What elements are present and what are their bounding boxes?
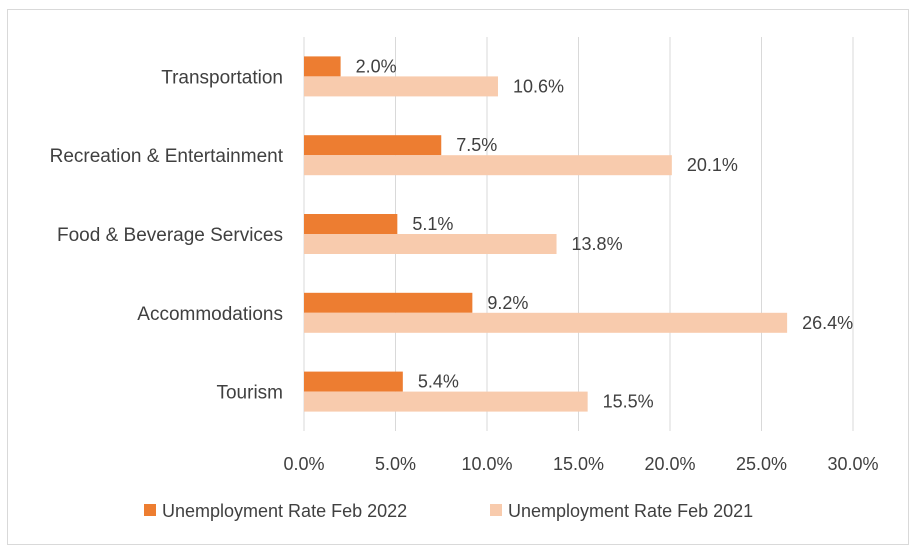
legend-label: Unemployment Rate Feb 2021	[508, 501, 753, 521]
x-tick-label: 0.0%	[283, 454, 324, 474]
legend-swatch	[144, 504, 156, 516]
bar-feb-2021	[304, 76, 498, 97]
data-label: 20.1%	[687, 155, 738, 175]
data-label: 15.5%	[603, 392, 654, 412]
data-label: 7.5%	[456, 135, 497, 155]
x-tick-label: 25.0%	[736, 454, 787, 474]
x-tick-label: 10.0%	[461, 454, 512, 474]
category-label: Transportation	[161, 67, 283, 88]
data-label: 10.6%	[513, 76, 564, 96]
chart-frame	[7, 9, 909, 545]
bar-feb-2022	[304, 135, 442, 156]
x-tick-label: 5.0%	[375, 454, 416, 474]
bar-feb-2022	[304, 56, 341, 77]
x-tick-label: 20.0%	[644, 454, 695, 474]
bars	[304, 56, 788, 412]
bar-feb-2021	[304, 234, 557, 254]
x-tick-label: 30.0%	[827, 454, 878, 474]
category-label: Accommodations	[137, 304, 283, 325]
data-label: 9.2%	[487, 293, 528, 313]
legend: Unemployment Rate Feb 2022 Unemployment R…	[144, 501, 753, 521]
bar-feb-2022	[304, 292, 473, 313]
data-label: 13.8%	[572, 234, 623, 254]
legend-swatch	[490, 504, 502, 516]
category-label: Recreation & Entertainment	[50, 146, 284, 167]
gridlines	[303, 37, 854, 431]
bar-feb-2021	[304, 312, 788, 333]
data-label: 5.4%	[418, 372, 459, 392]
category-labels: Tourism Accommodations Food & Beverage Ser…	[50, 67, 284, 403]
data-label: 5.1%	[412, 214, 453, 234]
data-labels: 5.4% 15.5% 9.2% 26.4% 5.1% 13.8% 7.5% 20.1% 2.0%…	[356, 56, 854, 411]
bar-feb-2021	[304, 155, 672, 176]
bar-feb-2021	[304, 391, 588, 412]
bar-feb-2022	[304, 371, 403, 392]
legend-label: Unemployment Rate Feb 2022	[162, 501, 407, 521]
bar-feb-2022	[304, 214, 398, 234]
data-label: 26.4%	[802, 313, 853, 333]
category-label: Tourism	[216, 383, 283, 404]
data-label: 2.0%	[356, 56, 397, 76]
x-tick-labels: 0.0% 5.0% 10.0% 15.0% 20.0% 25.0% 30.0%	[283, 454, 878, 474]
category-label: Food & Beverage Services	[57, 225, 283, 246]
x-tick-label: 15.0%	[553, 454, 604, 474]
